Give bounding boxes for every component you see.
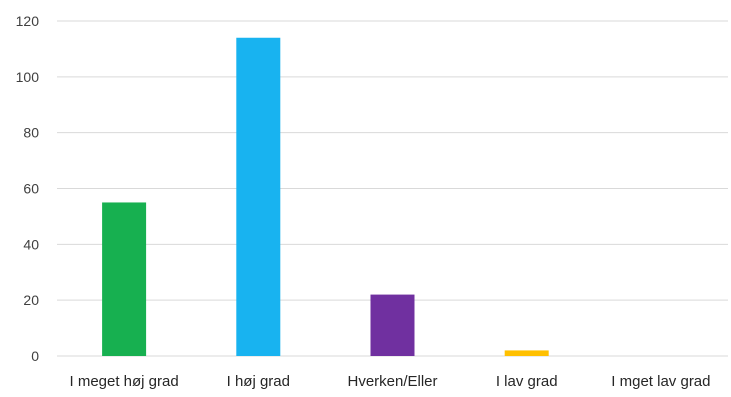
- x-tick-label: I lav grad: [496, 373, 558, 390]
- x-tick-label: I mget lav grad: [611, 373, 710, 390]
- x-tick-label: I høj grad: [227, 373, 290, 390]
- y-tick-label: 120: [16, 13, 40, 29]
- x-tick-label: I meget høj grad: [69, 373, 178, 390]
- y-tick-label: 0: [31, 348, 39, 364]
- y-tick-label: 20: [23, 292, 39, 308]
- y-tick-label: 80: [23, 125, 39, 141]
- bar-1: [236, 37, 281, 356]
- y-tick-label: 100: [16, 69, 40, 85]
- bar-0: [102, 202, 147, 356]
- x-axis-tick-labels: I meget høj grad I høj grad Hverken/Eller I…: [69, 373, 710, 390]
- y-axis-tick-labels: 0 20 40 60 80 100 120: [16, 13, 40, 364]
- bar-2: [370, 294, 415, 356]
- x-tick-label: Hverken/Eller: [347, 373, 437, 390]
- bars: [102, 37, 549, 356]
- bar-3: [504, 350, 549, 356]
- y-tick-label: 40: [23, 236, 39, 252]
- y-tick-label: 60: [23, 181, 39, 197]
- gridlines: [57, 20, 728, 357]
